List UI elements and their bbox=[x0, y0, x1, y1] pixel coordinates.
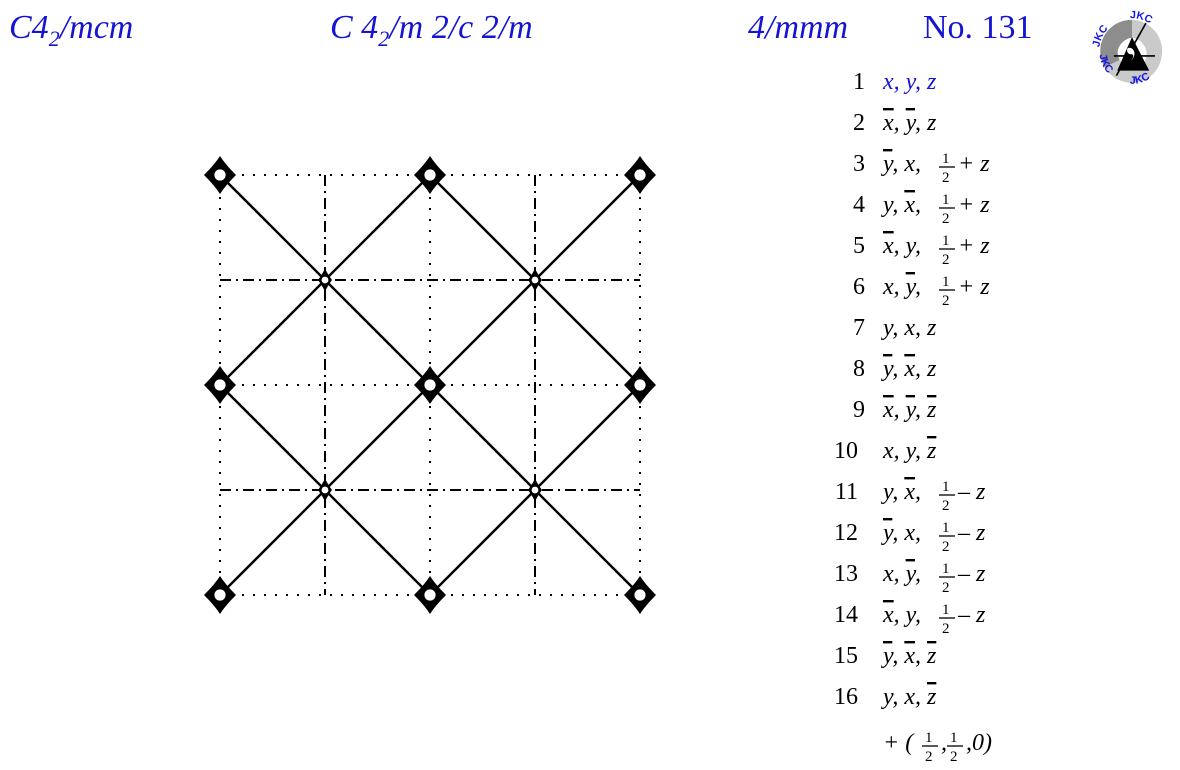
svg-text:1: 1 bbox=[942, 274, 950, 290]
svg-text:13: 13 bbox=[834, 561, 858, 587]
svg-text:2: 2 bbox=[942, 211, 950, 227]
svg-text:x, y, z: x, y, z bbox=[882, 397, 937, 423]
svg-text:2: 2 bbox=[942, 293, 950, 309]
svg-text:x, y,: x, y, bbox=[882, 561, 921, 587]
svg-text:,0): ,0) bbox=[966, 730, 992, 756]
svg-text:2: 2 bbox=[942, 252, 950, 268]
svg-text:+ z: + z bbox=[958, 151, 990, 177]
svg-text:1: 1 bbox=[942, 192, 950, 208]
svg-text:+ z: + z bbox=[958, 233, 990, 259]
svg-text:y, x,: y, x, bbox=[881, 192, 921, 218]
svg-text:6: 6 bbox=[853, 274, 865, 300]
svg-text:2: 2 bbox=[942, 170, 950, 186]
svg-text:2: 2 bbox=[942, 539, 950, 555]
svg-text:y, x, z: y, x, z bbox=[881, 643, 937, 669]
svg-text:2: 2 bbox=[853, 110, 865, 136]
svg-text:x, y,: x, y, bbox=[882, 274, 921, 300]
svg-text:x, y, z: x, y, z bbox=[882, 110, 937, 136]
svg-text:3: 3 bbox=[853, 151, 865, 177]
svg-text:1: 1 bbox=[942, 233, 950, 249]
svg-text:4: 4 bbox=[853, 192, 865, 218]
svg-text:1: 1 bbox=[942, 602, 950, 618]
svg-text:1: 1 bbox=[942, 520, 950, 536]
svg-text:C 42/m 2/c 2/m: C 42/m 2/c 2/m bbox=[330, 9, 533, 51]
svg-text:9: 9 bbox=[853, 397, 865, 423]
svg-text:2: 2 bbox=[942, 498, 950, 514]
svg-text:x, y,: x, y, bbox=[882, 233, 921, 259]
svg-text:– z: – z bbox=[957, 520, 986, 546]
svg-text:2: 2 bbox=[925, 749, 933, 765]
svg-text:1: 1 bbox=[942, 561, 950, 577]
svg-text:y, x,: y, x, bbox=[881, 479, 921, 505]
svg-text:10: 10 bbox=[834, 438, 858, 464]
svg-text:1: 1 bbox=[942, 151, 950, 167]
svg-text:1: 1 bbox=[925, 730, 933, 746]
svg-text:No. 131: No. 131 bbox=[923, 9, 1033, 46]
svg-text:y, x,: y, x, bbox=[881, 151, 921, 177]
svg-text:2: 2 bbox=[950, 749, 958, 765]
svg-text:x, y, z: x, y, z bbox=[882, 438, 937, 464]
svg-text:1: 1 bbox=[942, 479, 950, 495]
svg-text:,: , bbox=[941, 730, 947, 756]
svg-text:2: 2 bbox=[942, 621, 950, 637]
svg-text:1: 1 bbox=[853, 69, 865, 95]
svg-text:14: 14 bbox=[834, 602, 858, 628]
svg-text:y, x, z: y, x, z bbox=[881, 315, 937, 341]
svg-text:– z: – z bbox=[957, 602, 986, 628]
svg-text:x, y, z: x, y, z bbox=[882, 69, 937, 95]
svg-text:16: 16 bbox=[834, 684, 858, 710]
svg-text:7: 7 bbox=[853, 315, 865, 341]
svg-text:2: 2 bbox=[942, 580, 950, 596]
svg-text:+ (: + ( bbox=[883, 730, 915, 756]
svg-text:C42/mcm: C42/mcm bbox=[9, 9, 133, 51]
svg-text:– z: – z bbox=[957, 479, 986, 505]
svg-text:11: 11 bbox=[835, 479, 858, 505]
svg-text:y, x,: y, x, bbox=[881, 520, 921, 546]
svg-text:5: 5 bbox=[853, 233, 865, 259]
svg-text:+ z: + z bbox=[958, 274, 990, 300]
svg-text:+ z: + z bbox=[958, 192, 990, 218]
svg-text:8: 8 bbox=[853, 356, 865, 382]
svg-text:4/mmm: 4/mmm bbox=[748, 9, 848, 46]
svg-text:y, x, z: y, x, z bbox=[881, 356, 937, 382]
svg-text:x, y,: x, y, bbox=[882, 602, 921, 628]
svg-text:15: 15 bbox=[834, 643, 858, 669]
svg-text:y, x, z: y, x, z bbox=[881, 684, 937, 710]
svg-text:1: 1 bbox=[950, 730, 958, 746]
svg-text:12: 12 bbox=[834, 520, 858, 546]
svg-text:– z: – z bbox=[957, 561, 986, 587]
